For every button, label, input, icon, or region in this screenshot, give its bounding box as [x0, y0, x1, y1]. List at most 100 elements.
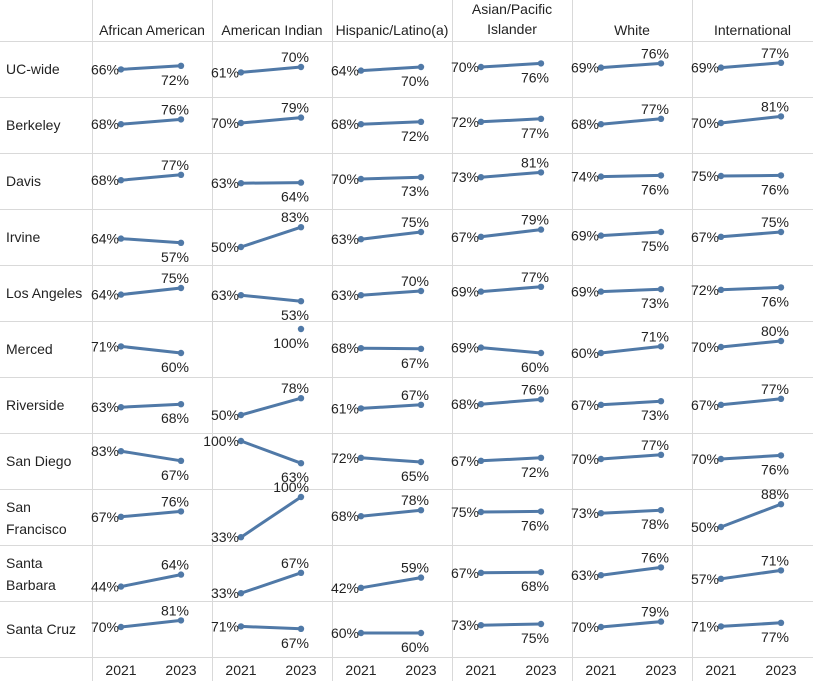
data-label: 76%: [161, 493, 189, 509]
series-line: [119, 618, 183, 629]
series-line: [119, 173, 183, 182]
data-label: 77%: [161, 157, 189, 173]
cell-san-francisco-international: 50% 88%: [691, 486, 789, 535]
data-label: 70%: [451, 59, 479, 75]
cell-irvine-asian-pacific-islander: 67% 79%: [451, 212, 549, 245]
data-point: [177, 284, 185, 292]
data-point: [717, 575, 725, 582]
series-line: [239, 624, 303, 631]
data-point: [717, 623, 725, 630]
data-label: 67%: [451, 453, 479, 469]
series-line: [719, 114, 783, 125]
row-label-line: San: [6, 499, 31, 515]
data-point: [297, 114, 305, 121]
data-point: [117, 66, 125, 73]
data-point: [417, 228, 425, 236]
cell-los-angeles-asian-pacific-islander: 69% 77%: [451, 269, 549, 300]
x-tick-label: 2021: [225, 662, 256, 678]
cell-riverside-white: 67% 73%: [571, 397, 669, 423]
data-point: [117, 343, 125, 350]
series-line: [599, 287, 663, 294]
series-line: [719, 502, 783, 529]
cell-los-angeles-hispanic-latino-a: 63% 70%: [331, 273, 429, 303]
series-line: [119, 117, 183, 126]
row-label-santa-cruz: Santa Cruz: [6, 621, 76, 637]
data-point: [357, 405, 365, 412]
data-label: 63%: [571, 567, 599, 583]
row-label-davis: Davis: [6, 173, 41, 189]
data-label: 81%: [761, 98, 789, 114]
data-label: 100%: [273, 479, 309, 495]
data-label: 71%: [211, 618, 239, 634]
data-point: [297, 493, 305, 501]
series-line: [119, 402, 183, 409]
cell-merced-asian-pacific-islander: 69% 60%: [451, 340, 549, 375]
data-label: 83%: [281, 209, 309, 225]
data-point: [357, 67, 365, 74]
data-label: 64%: [161, 557, 189, 573]
data-point: [717, 119, 725, 127]
cell-san-diego-international: 70% 76%: [691, 451, 789, 477]
data-label: 69%: [571, 60, 599, 76]
data-label: 72%: [401, 128, 429, 144]
data-label: 77%: [521, 269, 549, 285]
series-line: [599, 508, 663, 515]
series-line: [599, 565, 663, 577]
data-label: 79%: [521, 212, 549, 228]
series-line: [719, 230, 783, 239]
series-line: [239, 571, 303, 595]
cell-los-angeles-american-indian: 63% 53%: [211, 287, 309, 323]
data-point: [177, 617, 185, 624]
data-label: 63%: [211, 287, 239, 303]
data-point: [117, 583, 125, 590]
data-point: [537, 349, 545, 357]
data-point: [477, 288, 485, 295]
data-label: 44%: [91, 579, 119, 595]
data-label: 63%: [91, 399, 119, 415]
data-label: 63%: [211, 175, 239, 191]
series-line: [719, 285, 783, 292]
data-point: [417, 118, 425, 126]
data-label: 70%: [691, 339, 719, 355]
data-point: [477, 569, 485, 576]
data-point: [177, 239, 185, 246]
data-label: 59%: [401, 560, 429, 576]
data-point: [417, 401, 425, 408]
row-label-los-angeles: Los Angeles: [6, 285, 82, 301]
data-label: 68%: [161, 410, 189, 426]
data-point: [537, 569, 545, 576]
data-point: [597, 64, 605, 71]
data-point: [177, 349, 185, 357]
cell-irvine-hispanic-latino-a: 63% 75%: [331, 214, 429, 247]
data-label: 67%: [571, 397, 599, 413]
data-point: [657, 507, 665, 514]
data-label: 75%: [691, 168, 719, 184]
data-label: 60%: [161, 359, 189, 375]
cell-davis-asian-pacific-islander: 73% 81%: [451, 154, 549, 185]
data-point: [477, 401, 485, 408]
cell-davis-african-american: 68% 77%: [91, 157, 189, 188]
data-label: 73%: [451, 617, 479, 633]
data-label: 77%: [641, 437, 669, 453]
data-point: [417, 629, 425, 637]
data-point: [417, 174, 425, 181]
cell-san-diego-american-indian: 100% 63%: [203, 433, 309, 485]
series-line: [599, 173, 663, 179]
data-label: 60%: [401, 639, 429, 655]
data-point: [537, 396, 545, 403]
data-point: [657, 451, 665, 458]
data-point: [537, 115, 545, 123]
data-label: 67%: [401, 355, 429, 371]
data-label: 81%: [521, 154, 549, 170]
cell-uc-wide-asian-pacific-islander: 70% 76%: [451, 59, 549, 85]
cell-santa-cruz-hispanic-latino-a: 60% 60%: [331, 625, 429, 655]
cell-santa-barbara-african-american: 44% 64%: [91, 557, 189, 595]
data-label: 67%: [161, 467, 189, 483]
cell-san-diego-asian-pacific-islander: 67% 72%: [451, 453, 549, 480]
x-tick-label: 2023: [285, 662, 316, 678]
data-point: [597, 623, 605, 631]
data-label: 67%: [281, 635, 309, 651]
data-point: [777, 228, 785, 236]
row-labels: UC-wide Berkeley Davis Irvine Los Angeles Mer…: [6, 61, 82, 637]
